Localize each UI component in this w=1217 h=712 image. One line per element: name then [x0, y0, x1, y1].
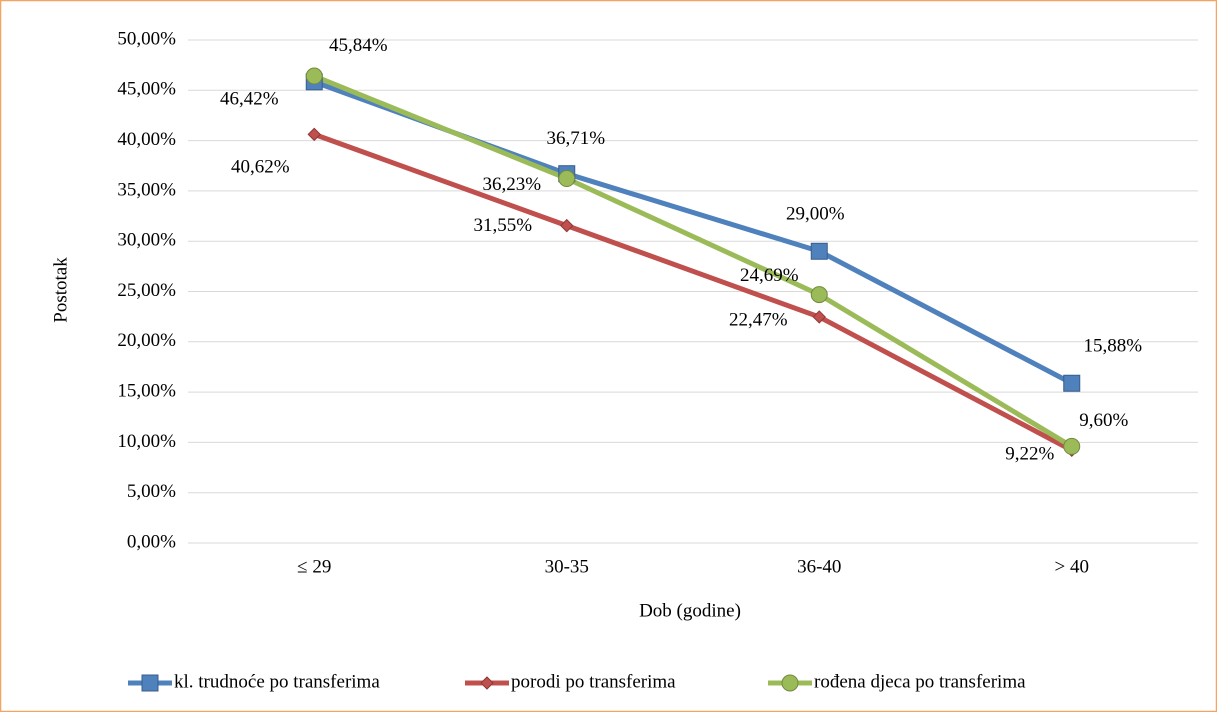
legend-label: porodi po transferima — [511, 671, 676, 692]
y-tick-label: 5,00% — [127, 481, 176, 502]
data-label: 40,62% — [231, 157, 290, 178]
y-tick-label: 20,00% — [117, 330, 176, 351]
data-point — [810, 242, 828, 260]
legend-label: kl. trudnoće po transferima — [174, 671, 380, 692]
data-point — [1063, 437, 1081, 455]
data-point — [1063, 374, 1081, 392]
data-label: 36,23% — [482, 174, 541, 195]
data-label: 46,42% — [220, 88, 279, 109]
legend-marker — [141, 674, 159, 692]
y-axis-title: Postotak — [50, 257, 71, 323]
data-point — [305, 67, 323, 85]
y-tick-label: 40,00% — [117, 129, 176, 150]
data-point — [558, 170, 576, 188]
x-tick-label: > 40 — [1055, 556, 1089, 577]
data-label: 22,47% — [729, 309, 788, 330]
legend-marker — [781, 674, 799, 692]
y-tick-label: 50,00% — [117, 28, 176, 49]
data-label: 24,69% — [740, 265, 799, 286]
data-label: 9,22% — [1005, 444, 1054, 465]
legend-label: rođena djeca po transferima — [814, 671, 1026, 692]
series-line — [313, 132, 1073, 453]
data-label: 31,55% — [473, 215, 532, 236]
data-label: 29,00% — [786, 204, 845, 225]
y-tick-label: 15,00% — [117, 380, 176, 401]
data-point — [810, 286, 828, 304]
data-point — [307, 127, 321, 142]
y-tick-label: 35,00% — [117, 179, 176, 200]
y-tick-label: 0,00% — [127, 531, 176, 552]
data-point — [560, 218, 574, 233]
x-tick-label: 30-35 — [545, 556, 589, 577]
y-tick-label: 30,00% — [117, 230, 176, 251]
data-label: 36,71% — [546, 128, 605, 149]
data-label: 15,88% — [1083, 336, 1142, 357]
data-label: 9,60% — [1079, 410, 1128, 431]
x-tick-label: ≤ 29 — [297, 556, 331, 577]
data-label: 45,84% — [329, 35, 388, 56]
y-tick-label: 45,00% — [117, 79, 176, 100]
x-axis-title: Dob (godine) — [639, 600, 741, 621]
series-line — [313, 73, 1074, 449]
y-tick-label: 25,00% — [117, 280, 176, 301]
x-tick-label: 36-40 — [797, 556, 841, 577]
y-tick-label: 10,00% — [117, 431, 176, 452]
legend-marker — [480, 676, 494, 690]
data-point — [812, 310, 826, 324]
